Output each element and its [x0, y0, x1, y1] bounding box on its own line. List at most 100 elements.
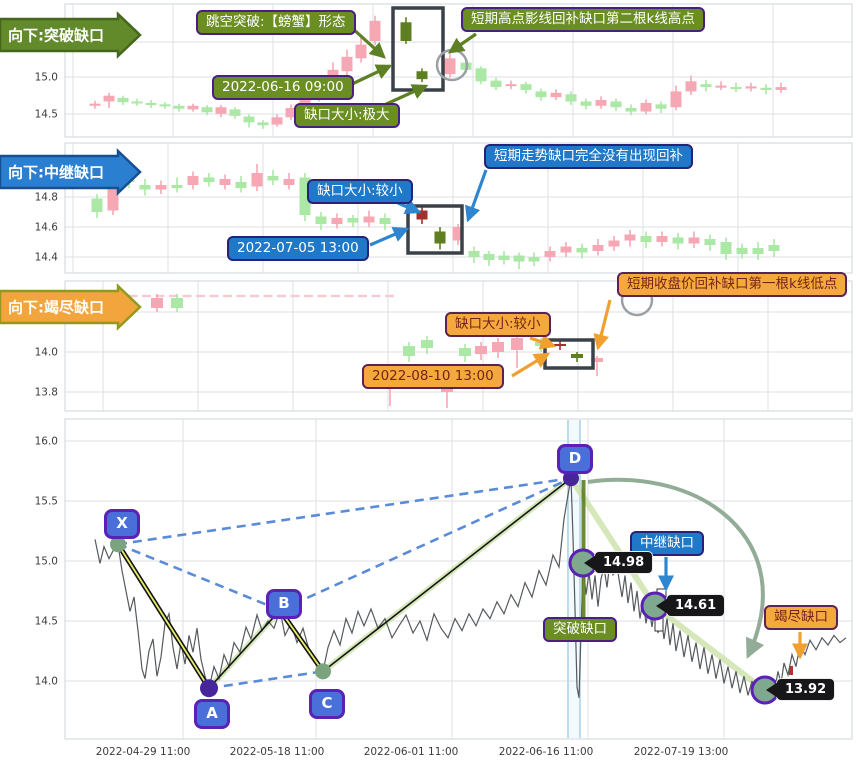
flat-doji-dash [344, 294, 354, 298]
gap-price-marker [750, 675, 780, 705]
candle-body [752, 248, 764, 254]
candle-body [379, 218, 391, 224]
annotation-arrow [511, 352, 551, 378]
candle-body [452, 227, 464, 241]
candle-body [768, 245, 780, 251]
candle-body [625, 107, 637, 112]
flat-doji-dash [371, 294, 381, 298]
candle-body [171, 298, 183, 308]
candle-body [331, 218, 343, 224]
pivot-dot-B [271, 601, 289, 620]
candle-body [571, 354, 583, 358]
flat-doji-dash [290, 294, 300, 298]
candle-body [624, 234, 636, 241]
zigzag-line-core [117, 543, 210, 689]
candle-body [421, 340, 433, 348]
candle-body [151, 298, 163, 308]
y-tick-label: 16.0 [35, 436, 58, 448]
badge-label: 向下:突破缺口 [8, 27, 104, 45]
annotation-arrow [593, 299, 612, 351]
candle-body [400, 22, 412, 41]
candle-body [685, 81, 697, 92]
candle-body [369, 20, 381, 41]
panel-frame [64, 3, 853, 138]
candle-body [550, 92, 562, 98]
x-tick-label: 2022-05-18 11:00 [230, 746, 325, 758]
mini-candle-red [789, 666, 793, 675]
candle-body [490, 80, 502, 88]
candle-body [560, 246, 572, 253]
panel-badge-breakaway-gap: 向下:突破缺口 [0, 11, 142, 59]
candle-body [315, 216, 327, 224]
candle-body [341, 56, 353, 72]
x-tick-label: 2022-06-01 11:00 [364, 746, 459, 758]
flat-doji-dash [385, 294, 394, 298]
candle-body [243, 116, 255, 123]
candle-body [520, 84, 532, 90]
zigzag-line [208, 609, 281, 689]
candle-body [608, 240, 620, 247]
candle-body [700, 84, 712, 88]
gap-trend-line [652, 603, 768, 694]
candle-body [215, 107, 227, 114]
y-tick-label: 15.0 [35, 556, 58, 568]
harmonic-dashed-line [208, 670, 324, 690]
candle-body [640, 102, 652, 112]
y-tick-label: 14.0 [35, 676, 58, 688]
annotation-arrow [397, 199, 422, 215]
x-tick-label: 2022-06-16 11:00 [499, 746, 594, 758]
candle-body [267, 176, 279, 181]
candle-body [720, 242, 732, 254]
candle-body [416, 71, 428, 80]
candle-body [384, 380, 396, 388]
flat-doji-dash [169, 294, 178, 298]
flat-doji-dash [182, 294, 192, 298]
candle-body [672, 237, 684, 244]
candle-body [103, 95, 115, 102]
candle-body [131, 101, 143, 104]
candle-body [475, 346, 487, 354]
flat-doji-dash [250, 294, 259, 298]
candle-body [201, 107, 213, 113]
flat-doji-dash [236, 294, 246, 298]
candle-body [704, 239, 716, 245]
panel-continuation-gap: 14.8 14.6 14.4 [35, 142, 853, 274]
candle-body [145, 102, 157, 106]
badge-arrow-shape [0, 11, 142, 59]
y-tick-label: 14.8 [35, 192, 58, 204]
candle-body [117, 97, 129, 103]
flat-doji-dash [128, 294, 138, 298]
candle-body [595, 100, 607, 106]
candle-body [688, 237, 700, 244]
y-tick-label: 14.0 [35, 347, 58, 359]
candle-body [251, 173, 263, 187]
panel-xabcd-pattern: 16.0 15.5 15.0 14.5 14.0 2022-04-29 11:00 2022… [35, 418, 853, 758]
candle-body [483, 254, 495, 260]
flat-doji-dash [263, 294, 273, 298]
y-tick-label: 14.6 [35, 222, 59, 234]
candle-body [498, 255, 510, 260]
candle-body [299, 98, 311, 109]
y-tick-label: 14.5 [35, 616, 58, 628]
panel-frame [64, 418, 853, 740]
pivot-dot-X [110, 536, 126, 553]
candle-body [403, 346, 415, 356]
y-tick-label: 15.5 [35, 496, 58, 508]
candle-body [171, 185, 183, 188]
zigzag-line [322, 477, 572, 673]
y-tick-label: 14.5 [35, 109, 58, 121]
candle-body [475, 68, 487, 82]
candle-body [670, 91, 682, 108]
candle-body [173, 105, 185, 109]
candle-body [715, 85, 727, 88]
badge-arrow-shape [0, 283, 142, 331]
candle-body [327, 69, 339, 86]
panel-exhaustion-gap: 14.214.013.8 [35, 280, 853, 412]
harmonic-dashed-line [279, 477, 572, 612]
candle-body [511, 338, 523, 350]
candle-body [235, 182, 247, 188]
candle-body [139, 185, 151, 190]
x-tick-label: 2022-04-29 11:00 [96, 746, 191, 758]
candle-body [187, 105, 199, 110]
candle-body [736, 248, 748, 254]
